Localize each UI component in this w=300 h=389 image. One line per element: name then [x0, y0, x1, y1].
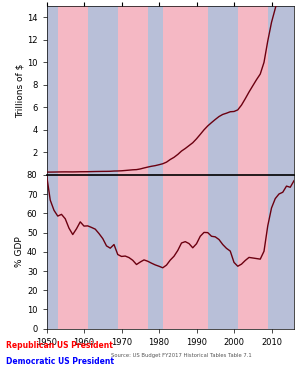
- Bar: [163, 175, 193, 329]
- Bar: [193, 175, 208, 329]
- Bar: [148, 175, 163, 329]
- Y-axis label: Trillions of $: Trillions of $: [15, 63, 24, 117]
- Bar: [46, 175, 58, 329]
- Bar: [88, 175, 118, 329]
- Bar: [118, 6, 148, 175]
- Bar: [88, 6, 118, 175]
- Bar: [58, 175, 88, 329]
- Text: Source: US Budget FY2017 Historical Tables Table 7.1: Source: US Budget FY2017 Historical Tabl…: [111, 354, 252, 358]
- Text: Republican US President: Republican US President: [6, 341, 113, 350]
- Bar: [118, 175, 148, 329]
- Bar: [46, 6, 58, 175]
- Bar: [238, 6, 268, 175]
- Bar: [163, 6, 193, 175]
- Bar: [193, 6, 208, 175]
- Bar: [58, 6, 88, 175]
- Bar: [268, 6, 294, 175]
- Bar: [148, 6, 163, 175]
- Bar: [238, 175, 268, 329]
- Bar: [208, 175, 238, 329]
- Bar: [268, 175, 294, 329]
- Text: Democratic US President: Democratic US President: [6, 357, 114, 366]
- Y-axis label: % GDP: % GDP: [15, 237, 24, 267]
- Bar: [208, 6, 238, 175]
